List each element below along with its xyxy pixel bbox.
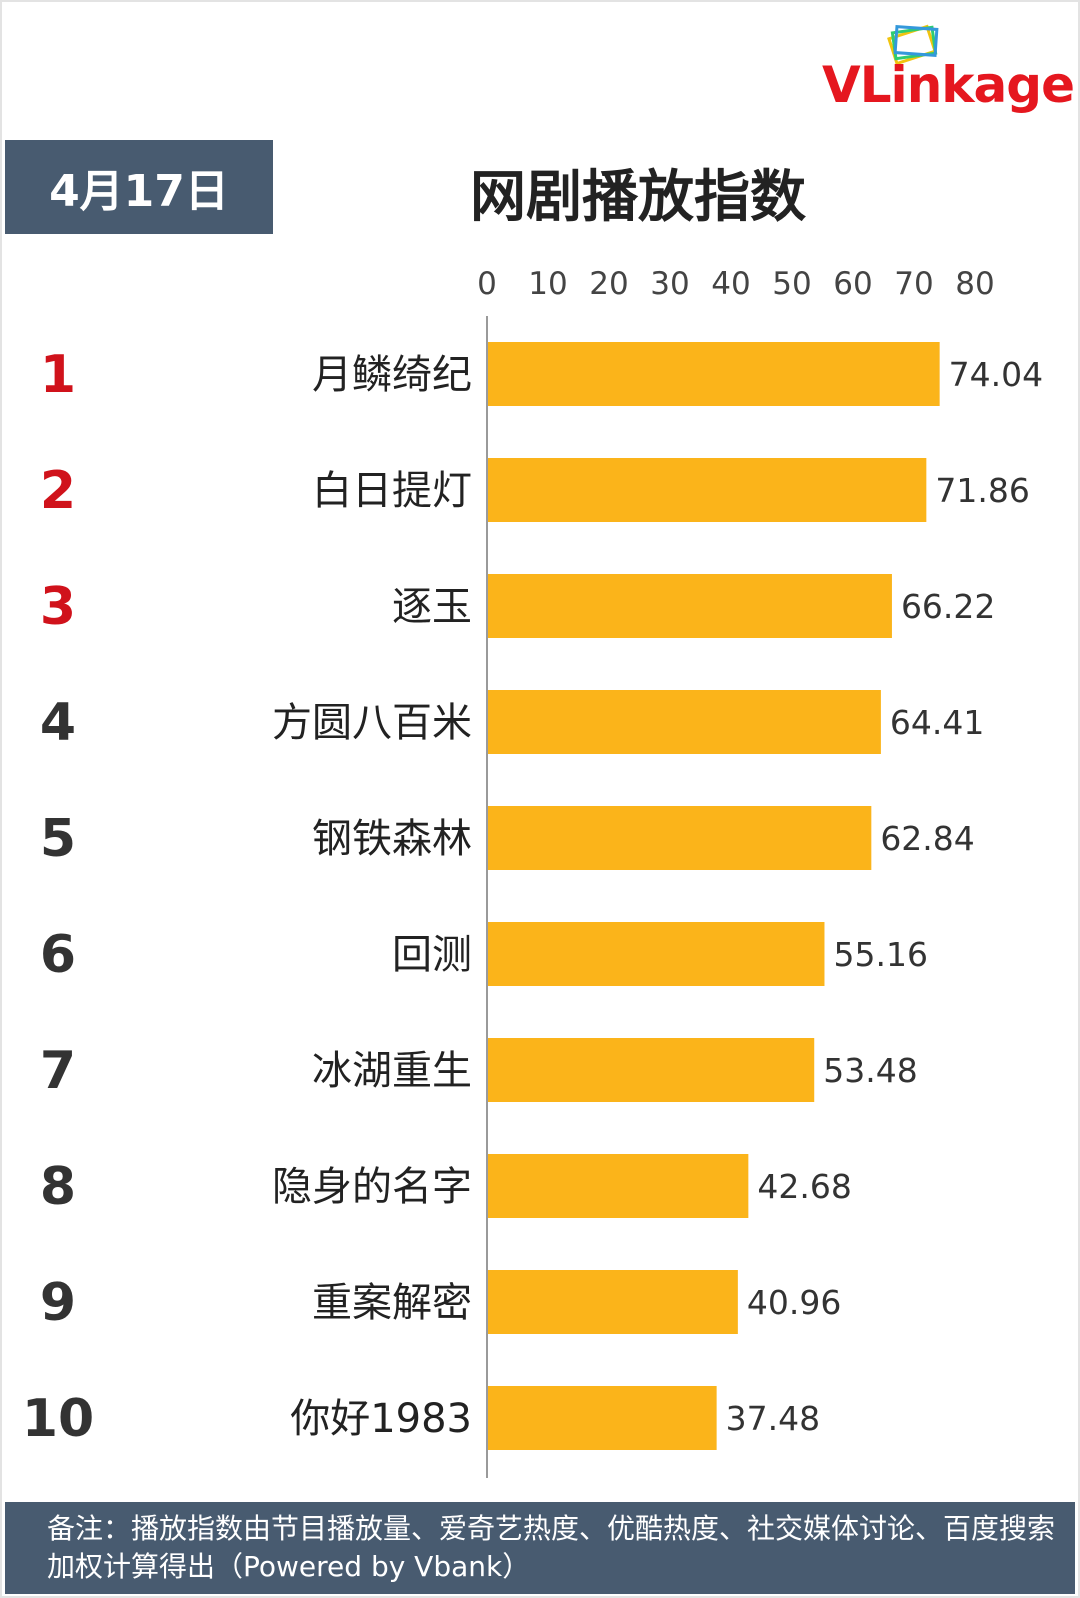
x-tick-label: 80 xyxy=(955,266,994,302)
rank-number: 4 xyxy=(40,693,76,753)
rank-number: 10 xyxy=(22,1389,94,1449)
bar xyxy=(488,1038,815,1102)
date-label: 4月17日 xyxy=(49,166,229,217)
x-tick-label: 60 xyxy=(833,266,872,302)
bar xyxy=(488,574,892,638)
value-label: 55.16 xyxy=(833,935,927,974)
logo-text: VLinkage xyxy=(822,56,1075,114)
x-tick-label: 20 xyxy=(589,266,628,302)
category-label: 回测 xyxy=(392,932,472,978)
bar xyxy=(488,458,927,522)
category-label: 冰湖重生 xyxy=(312,1048,472,1094)
category-label: 逐玉 xyxy=(392,584,472,630)
bar xyxy=(488,922,825,986)
x-tick-label: 50 xyxy=(772,266,811,302)
footnote-text: 备注：播放指数由节目播放量、爱奇艺热度、优酷热度、社交媒体讨论、百度搜索加权计算… xyxy=(47,1512,1056,1583)
bar xyxy=(488,690,881,754)
value-label: 64.41 xyxy=(890,703,984,742)
value-label: 74.04 xyxy=(949,355,1043,394)
value-label: 71.86 xyxy=(935,471,1029,510)
value-label: 62.84 xyxy=(880,819,974,858)
value-label: 40.96 xyxy=(747,1283,841,1322)
value-label: 42.68 xyxy=(757,1167,851,1206)
category-label: 你好1983 xyxy=(290,1396,472,1442)
rank-number: 2 xyxy=(40,461,76,521)
rank-number: 5 xyxy=(40,809,76,869)
rank-number: 6 xyxy=(40,925,76,985)
rank-number: 9 xyxy=(40,1273,76,1333)
category-label: 钢铁森林 xyxy=(312,816,472,862)
bar xyxy=(488,1154,749,1218)
value-label: 66.22 xyxy=(901,587,995,626)
rank-number: 1 xyxy=(40,345,76,405)
bar xyxy=(488,1386,717,1450)
x-tick-label: 10 xyxy=(528,266,567,302)
bar xyxy=(488,806,872,870)
category-label: 隐身的名字 xyxy=(272,1164,472,1210)
bar xyxy=(488,1270,738,1334)
chart-title: 网剧播放指数 xyxy=(470,165,806,230)
vlinkage-logo: VLinkage xyxy=(822,18,1075,118)
footnote-bar: 备注：播放指数由节目播放量、爱奇艺热度、优酷热度、社交媒体讨论、百度搜索加权计算… xyxy=(5,1502,1075,1594)
value-label: 37.48 xyxy=(726,1399,820,1438)
x-tick-label: 70 xyxy=(894,266,933,302)
category-label: 重案解密 xyxy=(312,1280,472,1326)
logo-mark-icon xyxy=(887,24,939,66)
category-label: 白日提灯 xyxy=(312,468,472,514)
category-label: 月鳞绮纪 xyxy=(312,352,472,398)
date-badge: 4月17日 xyxy=(5,140,273,234)
rank-number: 3 xyxy=(40,577,76,637)
bar-chart: 0 10 20 30 40 50 60 70 80 1 月鳞绮纪 74.04 2 白日提灯 71.86 3 逐玉… xyxy=(22,266,1043,1478)
x-tick-label: 0 xyxy=(477,266,497,302)
rank-number: 8 xyxy=(40,1157,76,1217)
rank-number: 7 xyxy=(40,1041,76,1101)
value-label: 53.48 xyxy=(823,1051,917,1090)
bar xyxy=(488,342,940,406)
x-tick-label: 30 xyxy=(650,266,689,302)
x-tick-label: 40 xyxy=(711,266,750,302)
category-label: 方圆八百米 xyxy=(272,700,472,746)
